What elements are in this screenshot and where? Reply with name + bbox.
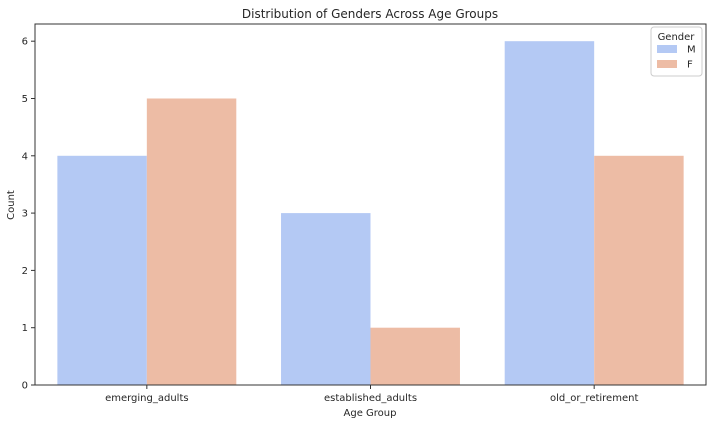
legend-label-M: M [687,45,696,56]
legend-label-F: F [687,60,693,71]
plot-area [34,23,707,386]
legend: Gender MF [650,26,703,77]
bar-M-emerging_adults [57,155,147,385]
y-tick-label: 4 [22,151,28,162]
x-axis-label: Age Group [344,408,397,419]
x-tick-label: old_or_retirement [550,393,638,404]
bar-F-old_or_retirement [594,155,684,385]
y-axis-label: Count [6,190,17,220]
legend-swatch-F [657,60,677,68]
x-axis: emerging_adults established_adults old_or_… [105,385,638,404]
bar-F-established_adults [370,327,460,385]
legend-title: Gender [658,32,696,43]
bar-M-old_or_retirement [504,41,595,385]
legend-entries: MF [657,45,696,71]
y-tick-label: 5 [22,94,28,105]
bar-M-established_adults [281,213,371,385]
bar-F-emerging_adults [146,98,237,386]
y-tick-label: 3 [22,209,28,220]
x-tick-label: established_adults [324,393,417,404]
y-tick-label: 2 [22,266,28,277]
y-axis: 0 1 2 3 4 5 6 [22,37,35,392]
legend-swatch-M [657,45,677,53]
y-tick-label: 0 [22,381,28,392]
y-tick-label: 1 [22,323,28,334]
x-tick-label: emerging_adults [105,393,189,404]
bars [57,41,684,386]
y-tick-label: 6 [22,37,28,48]
chart-title: Distribution of Genders Across Age Group… [242,7,498,21]
